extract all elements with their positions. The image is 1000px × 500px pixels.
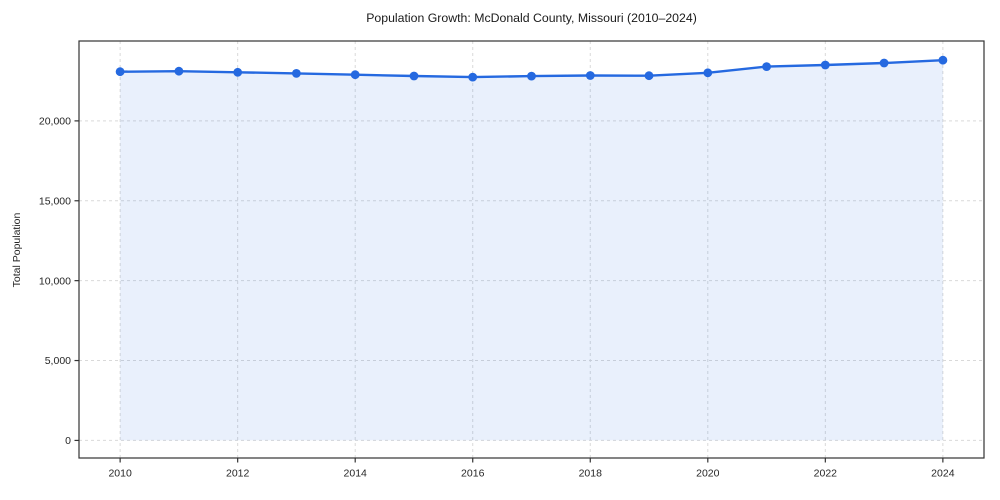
data-point-2011 <box>174 66 184 76</box>
x-tick-label-2020: 2020 <box>696 468 720 480</box>
plot-frame <box>78 40 985 459</box>
x-tick-label-2018: 2018 <box>579 468 603 480</box>
y-tick-label-5000: 5,000 <box>45 355 71 367</box>
y-tick-label-15000: 15,000 <box>39 195 71 207</box>
data-point-2023 <box>879 58 889 68</box>
data-point-2016 <box>468 72 478 82</box>
data-point-2015 <box>409 71 419 81</box>
data-point-2024 <box>938 55 948 65</box>
data-point-2019 <box>644 71 654 81</box>
data-point-2020 <box>703 68 713 78</box>
y-tick-label-10000: 10,000 <box>39 275 71 287</box>
data-point-2014 <box>350 70 360 80</box>
data-point-2018 <box>585 71 595 80</box>
data-point-2010 <box>115 67 125 77</box>
data-point-2022 <box>820 60 830 70</box>
x-tick-label-2012: 2012 <box>226 468 250 480</box>
x-tick-label-2016: 2016 <box>461 468 485 480</box>
y-tick-label-20000: 20,000 <box>39 116 71 128</box>
x-tick-label-2010: 2010 <box>108 468 132 480</box>
x-tick-label-2014: 2014 <box>344 468 368 480</box>
area-fill <box>120 60 943 441</box>
data-point-2017 <box>527 71 536 81</box>
x-tick-label-2022: 2022 <box>814 468 838 480</box>
data-point-2021 <box>762 62 771 71</box>
data-point-2013 <box>292 69 301 78</box>
chart-title: Population Growth: McDonald County, Miss… <box>366 11 697 25</box>
data-point-2012 <box>233 67 243 77</box>
x-tick-label-2024: 2024 <box>931 468 955 480</box>
y-tick-label-0: 0 <box>65 435 71 447</box>
